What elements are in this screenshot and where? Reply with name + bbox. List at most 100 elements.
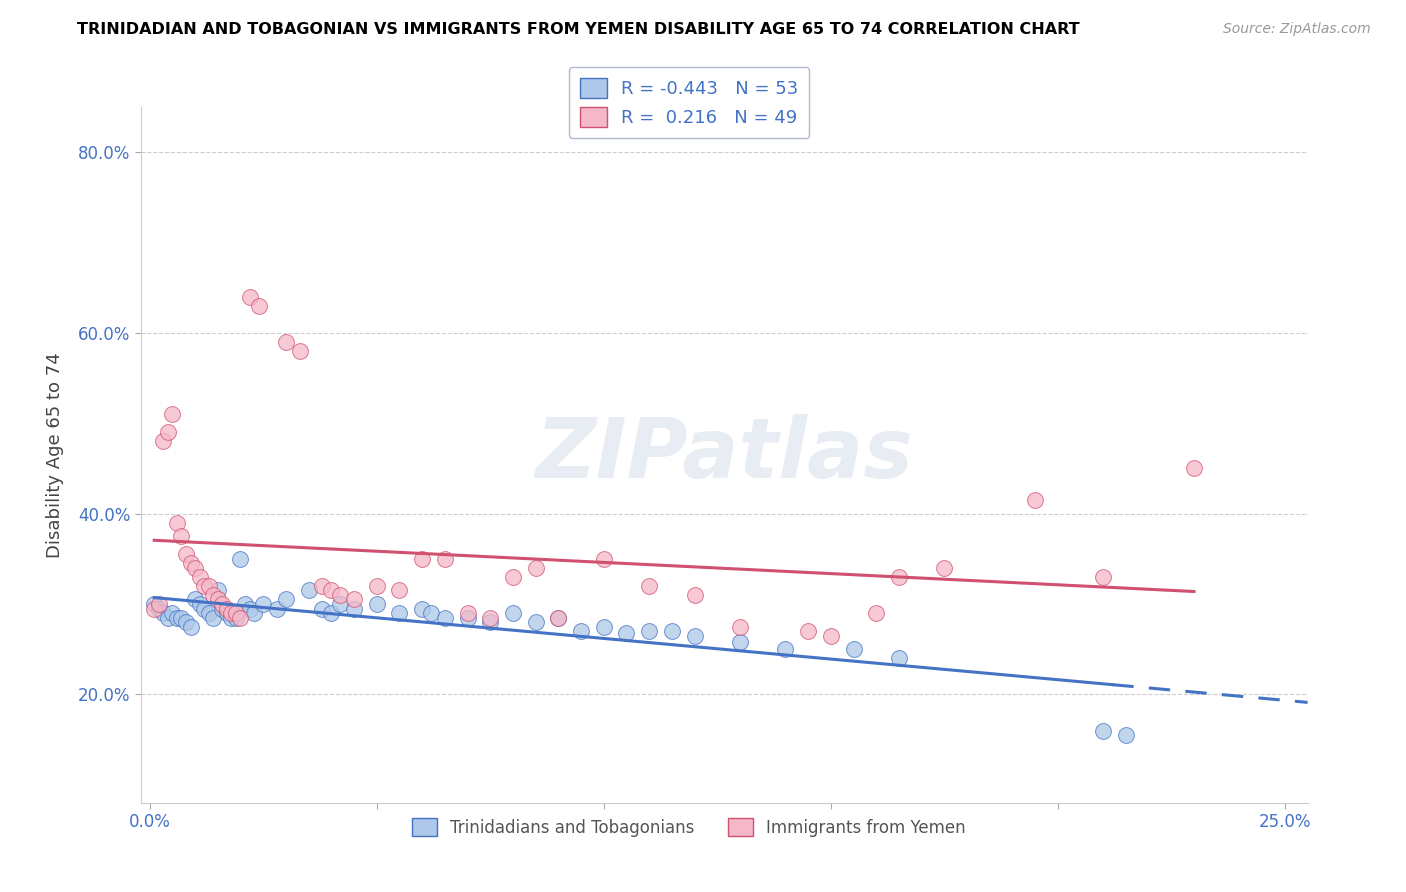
Point (683, 629, 706, 643)
Point (411, 551, 433, 566)
Point (188, 597, 211, 611)
Point (152, 606, 174, 620)
Point (524, 561, 547, 575)
Text: ZIPatlas: ZIPatlas (536, 415, 912, 495)
Point (547, 610, 569, 624)
Point (156, 610, 179, 624)
Point (174, 547, 197, 561)
Point (1092, 570, 1115, 584)
Point (197, 606, 219, 620)
Point (433, 551, 456, 566)
Point (193, 579, 215, 593)
Point (274, 334, 297, 349)
Point (728, 635, 751, 649)
Point (202, 610, 225, 624)
Point (411, 601, 433, 615)
Point (842, 642, 865, 657)
Point (162, 407, 184, 421)
Point (343, 601, 366, 615)
Point (170, 529, 193, 543)
Point (592, 551, 614, 566)
Point (616, 626, 638, 640)
Point (229, 551, 252, 566)
Point (366, 579, 388, 593)
Point (457, 610, 479, 624)
Point (1024, 493, 1046, 508)
Point (329, 588, 352, 602)
Point (638, 624, 661, 639)
Point (202, 588, 225, 602)
Point (252, 597, 274, 611)
Legend: Trinidadians and Tobagonians, Immigrants from Yemen: Trinidadians and Tobagonians, Immigrants… (405, 811, 973, 843)
Point (1182, 461, 1205, 475)
Point (661, 624, 683, 639)
Point (820, 629, 842, 643)
Point (288, 344, 311, 359)
Text: Source: ZipAtlas.com: Source: ZipAtlas.com (1223, 22, 1371, 37)
Point (479, 610, 502, 624)
Point (180, 557, 202, 571)
Text: TRINIDADIAN AND TOBAGONIAN VS IMMIGRANTS FROM YEMEN DISABILITY AGE 65 TO 74 CORR: TRINIDADIAN AND TOBAGONIAN VS IMMIGRANTS… (77, 22, 1080, 37)
Point (221, 606, 243, 620)
Point (247, 299, 270, 313)
Point (148, 597, 170, 611)
Point (243, 606, 266, 620)
Point (170, 610, 193, 624)
Point (225, 610, 247, 624)
Point (311, 601, 333, 615)
Point (311, 579, 333, 593)
Point (152, 434, 174, 449)
Point (239, 601, 262, 615)
Point (143, 597, 166, 611)
Point (207, 583, 229, 598)
Point (569, 624, 592, 639)
Point (479, 615, 502, 629)
Point (321, 583, 343, 598)
Point (184, 561, 207, 575)
Point (797, 624, 820, 639)
Point (502, 606, 524, 620)
Point (215, 606, 238, 620)
Point (887, 651, 910, 665)
Point (162, 606, 184, 620)
Y-axis label: Disability Age 65 to 74: Disability Age 65 to 74 (46, 352, 63, 558)
Point (343, 592, 366, 607)
Point (728, 619, 751, 633)
Point (775, 642, 797, 657)
Point (156, 425, 179, 440)
Point (274, 592, 297, 607)
Point (321, 606, 343, 620)
Point (887, 570, 910, 584)
Point (934, 561, 956, 575)
Point (638, 579, 661, 593)
Point (184, 592, 207, 607)
Point (221, 610, 243, 624)
Point (207, 592, 229, 607)
Point (1115, 728, 1137, 742)
Point (215, 601, 238, 615)
Point (180, 619, 202, 633)
Point (388, 583, 411, 598)
Point (193, 601, 215, 615)
Point (547, 610, 569, 624)
Point (233, 597, 256, 611)
Point (266, 601, 288, 615)
Point (420, 606, 443, 620)
Point (166, 610, 188, 624)
Point (1092, 723, 1115, 738)
Point (457, 606, 479, 620)
Point (148, 601, 170, 615)
Point (225, 606, 247, 620)
Point (197, 579, 219, 593)
Point (188, 570, 211, 584)
Point (239, 290, 262, 304)
Point (388, 606, 411, 620)
Point (366, 597, 388, 611)
Point (524, 615, 547, 629)
Point (683, 588, 706, 602)
Point (143, 601, 166, 615)
Point (865, 606, 887, 620)
Point (174, 615, 197, 629)
Point (592, 619, 614, 633)
Point (166, 516, 188, 530)
